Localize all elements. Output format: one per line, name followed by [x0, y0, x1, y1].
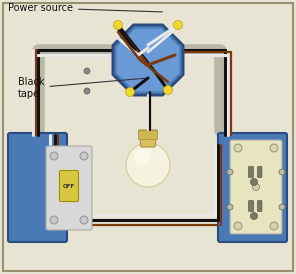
Circle shape	[250, 178, 258, 185]
Circle shape	[227, 169, 233, 175]
Polygon shape	[113, 25, 183, 95]
Circle shape	[227, 204, 233, 210]
FancyBboxPatch shape	[59, 170, 78, 201]
Polygon shape	[117, 28, 179, 92]
Circle shape	[134, 149, 150, 165]
Circle shape	[84, 88, 90, 94]
Circle shape	[84, 68, 90, 74]
Text: Black
tape: Black tape	[18, 77, 145, 99]
Circle shape	[270, 222, 278, 230]
Circle shape	[234, 144, 242, 152]
FancyBboxPatch shape	[258, 201, 262, 212]
Circle shape	[113, 21, 123, 30]
Circle shape	[234, 222, 242, 230]
Circle shape	[252, 184, 260, 190]
Polygon shape	[139, 130, 157, 147]
Circle shape	[50, 152, 58, 160]
FancyBboxPatch shape	[230, 140, 282, 234]
FancyBboxPatch shape	[8, 133, 67, 242]
Circle shape	[270, 144, 278, 152]
FancyBboxPatch shape	[258, 167, 262, 177]
FancyBboxPatch shape	[46, 146, 92, 230]
FancyBboxPatch shape	[139, 130, 157, 139]
Circle shape	[250, 213, 258, 219]
Text: OFF: OFF	[63, 184, 75, 189]
FancyBboxPatch shape	[249, 201, 253, 212]
FancyBboxPatch shape	[218, 133, 287, 242]
Circle shape	[80, 152, 88, 160]
Circle shape	[126, 87, 134, 96]
Circle shape	[163, 85, 173, 95]
FancyBboxPatch shape	[249, 167, 253, 177]
Circle shape	[279, 169, 285, 175]
Circle shape	[126, 143, 170, 187]
Circle shape	[80, 216, 88, 224]
Circle shape	[50, 216, 58, 224]
FancyBboxPatch shape	[3, 3, 293, 271]
Circle shape	[279, 204, 285, 210]
Circle shape	[173, 21, 183, 30]
Text: Power source: Power source	[8, 3, 162, 13]
